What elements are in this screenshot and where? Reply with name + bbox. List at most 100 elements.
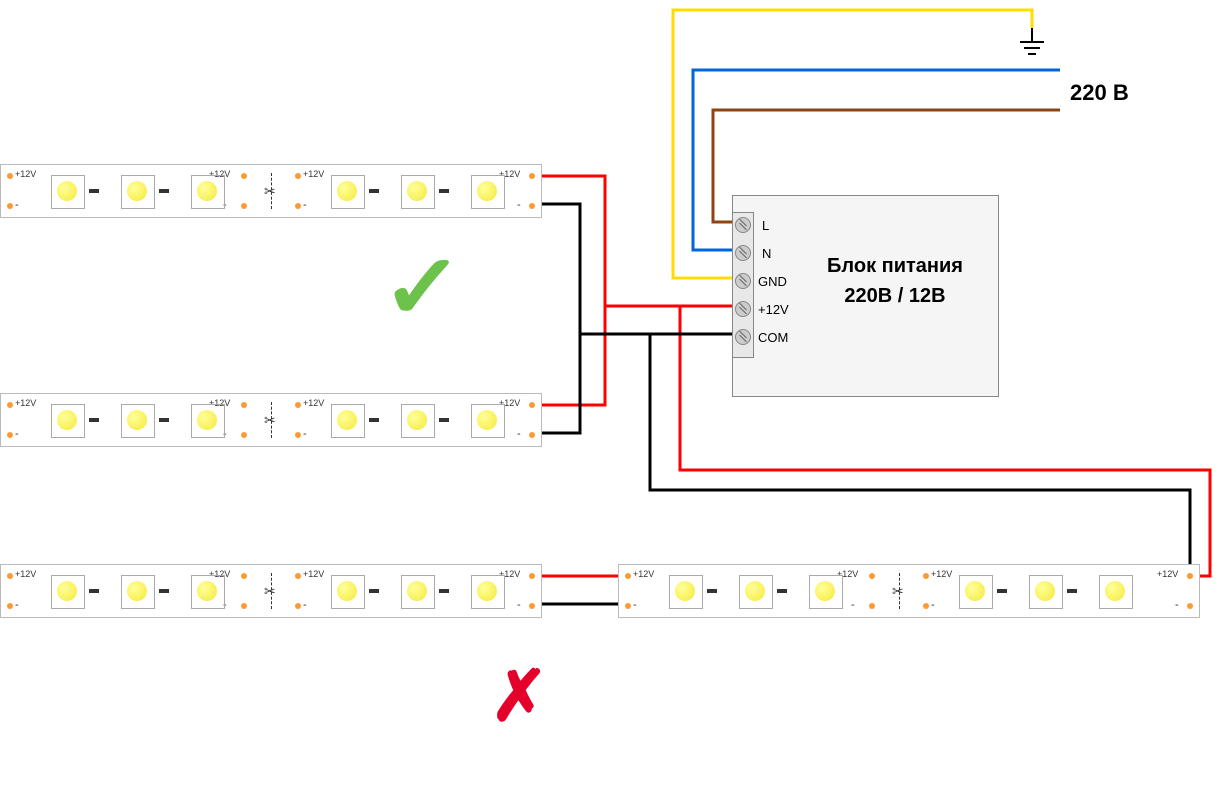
psu-title-2: 220В / 12В	[800, 285, 990, 308]
led-chip	[1099, 575, 1133, 609]
resistor	[439, 418, 449, 422]
solder-pad	[529, 203, 535, 209]
led-chip	[51, 404, 85, 438]
terminal-label-gnd: GND	[758, 274, 787, 289]
solder-pad	[529, 173, 535, 179]
wire-12v-strip-a	[540, 176, 732, 306]
terminal-screw	[735, 273, 751, 289]
strip-label: +12V	[931, 569, 952, 579]
strip-label: -	[517, 199, 521, 211]
strip-label: -	[517, 599, 521, 611]
solder-pad	[7, 603, 13, 609]
psu-terminal-block	[732, 212, 754, 358]
solder-pad	[241, 432, 247, 438]
solder-pad	[923, 603, 929, 609]
correct-icon: ✓	[381, 235, 464, 340]
strip-label: -	[303, 199, 307, 211]
led-chip	[331, 404, 365, 438]
strip-label: -	[15, 199, 19, 211]
solder-pad	[1187, 573, 1193, 579]
led-chip	[401, 175, 435, 209]
scissors-icon: ✂	[264, 583, 276, 600]
resistor	[1067, 589, 1077, 593]
strip-label: -	[303, 428, 307, 440]
resistor	[369, 189, 379, 193]
wire-com-strip-a	[540, 204, 732, 334]
solder-pad	[7, 432, 13, 438]
led-strip-bottom-left: +12V-+12V-+12V-✂+12V-	[0, 564, 542, 618]
resistor	[159, 189, 169, 193]
solder-pad	[869, 603, 875, 609]
led-chip	[191, 575, 225, 609]
strip-label: -	[931, 599, 935, 611]
solder-pad	[295, 173, 301, 179]
solder-pad	[529, 603, 535, 609]
led-chip	[739, 575, 773, 609]
wrong-icon: ✗	[490, 655, 549, 737]
strip-label: -	[15, 599, 19, 611]
solder-pad	[295, 603, 301, 609]
led-chip	[471, 175, 505, 209]
terminal-screw	[735, 245, 751, 261]
strip-label: -	[15, 428, 19, 440]
terminal-label-n: N	[762, 246, 771, 261]
terminal-label-12v: +12V	[758, 302, 789, 317]
led-chip	[51, 175, 85, 209]
solder-pad	[241, 402, 247, 408]
strip-label: -	[517, 428, 521, 440]
solder-pad	[241, 603, 247, 609]
solder-pad	[295, 432, 301, 438]
solder-pad	[923, 573, 929, 579]
resistor	[89, 589, 99, 593]
solder-pad	[529, 573, 535, 579]
strip-label: +12V	[1157, 569, 1178, 579]
strip-label: -	[633, 599, 637, 611]
led-chip	[669, 575, 703, 609]
led-chip	[51, 575, 85, 609]
mains-voltage-label: 220 В	[1070, 80, 1129, 106]
earth-symbol-icon	[1020, 28, 1044, 54]
terminal-screw	[735, 301, 751, 317]
led-chip	[1029, 575, 1063, 609]
resistor	[997, 589, 1007, 593]
led-chip	[959, 575, 993, 609]
psu-title-1: Блок питания	[800, 255, 990, 278]
led-chip	[191, 175, 225, 209]
led-chip	[331, 575, 365, 609]
scissors-icon: ✂	[264, 183, 276, 200]
led-chip	[401, 575, 435, 609]
resistor	[369, 589, 379, 593]
resistor	[439, 189, 449, 193]
resistor	[89, 189, 99, 193]
resistor	[89, 418, 99, 422]
strip-label: +12V	[303, 169, 324, 179]
solder-pad	[295, 203, 301, 209]
wire-12v-strip-b	[540, 306, 605, 405]
strip-label: -	[851, 599, 855, 611]
led-chip	[191, 404, 225, 438]
strip-label: +12V	[15, 398, 36, 408]
resistor	[777, 589, 787, 593]
solder-pad	[241, 173, 247, 179]
solder-pad	[625, 603, 631, 609]
led-strip-bottom-right: +12V-+12V-+12V-✂+12V-	[618, 564, 1200, 618]
terminal-label-l: L	[762, 218, 769, 233]
solder-pad	[625, 573, 631, 579]
resistor	[159, 418, 169, 422]
solder-pad	[869, 573, 875, 579]
led-chip	[401, 404, 435, 438]
solder-pad	[295, 402, 301, 408]
scissors-icon: ✂	[892, 583, 904, 600]
solder-pad	[529, 402, 535, 408]
strip-label: +12V	[303, 398, 324, 408]
terminal-screw	[735, 217, 751, 233]
terminal-screw	[735, 329, 751, 345]
solder-pad	[7, 203, 13, 209]
led-chip	[471, 404, 505, 438]
wire-com-strip-b	[540, 334, 580, 433]
solder-pad	[295, 573, 301, 579]
strip-label: -	[1175, 599, 1179, 611]
led-chip	[121, 404, 155, 438]
led-chip	[809, 575, 843, 609]
strip-label: +12V	[303, 569, 324, 579]
